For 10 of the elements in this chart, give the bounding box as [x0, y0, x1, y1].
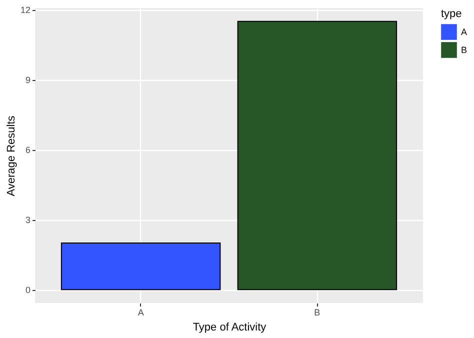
- y-tick-label: 0: [25, 285, 30, 296]
- legend-label: B: [461, 45, 468, 55]
- y-tick-label: 6: [25, 145, 30, 156]
- y-tick-label: 12: [20, 5, 30, 16]
- y-tick-label: 3: [25, 215, 30, 226]
- x-axis-title: Type of Activity: [192, 322, 267, 334]
- y-axis-title: Average Results: [5, 115, 18, 196]
- legend-label: A: [461, 27, 468, 37]
- legend-title: type: [441, 8, 462, 20]
- y-tick-label: 9: [25, 75, 30, 86]
